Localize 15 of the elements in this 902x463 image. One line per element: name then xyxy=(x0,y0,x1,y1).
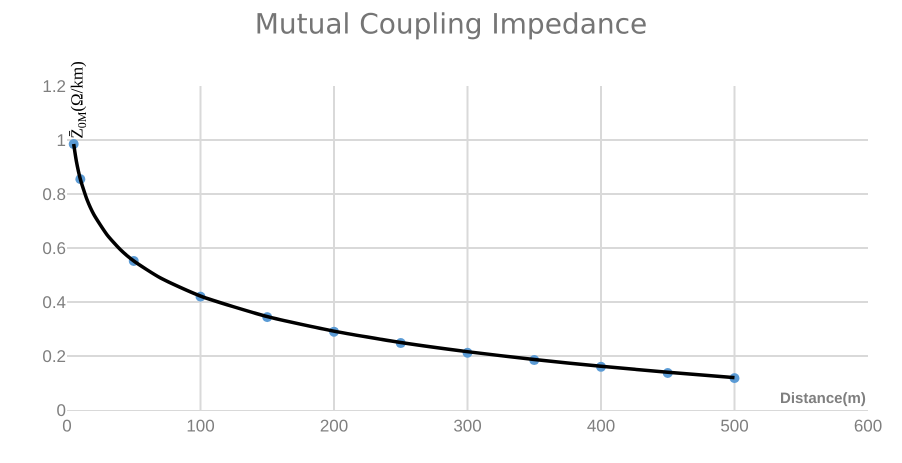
y-tick-label: 0 xyxy=(56,400,66,420)
y-tick-label: 0.8 xyxy=(42,184,66,204)
y-tick-label: 0.4 xyxy=(42,292,66,312)
x-tick-label: 500 xyxy=(720,416,749,436)
y-tick-label: 1.2 xyxy=(42,76,66,96)
x-tick-label: 100 xyxy=(186,416,215,436)
x-tick-label: 300 xyxy=(453,416,482,436)
y-tick-label: 1 xyxy=(56,130,66,150)
x-tick-label: 400 xyxy=(586,416,616,436)
y-tick-label: 0.6 xyxy=(42,238,66,258)
x-tick-label: 600 xyxy=(854,416,882,436)
x-tick-label: 200 xyxy=(320,416,348,436)
x-axis-title: Distance(m) xyxy=(780,390,866,407)
y-tick-label: 0.2 xyxy=(42,346,66,366)
chart-title: Mutual Coupling Impedance xyxy=(254,7,648,40)
